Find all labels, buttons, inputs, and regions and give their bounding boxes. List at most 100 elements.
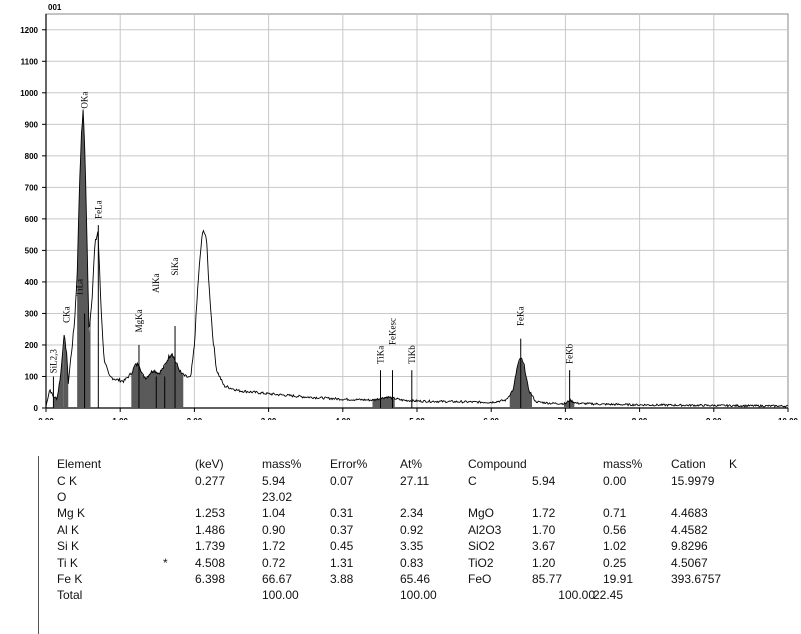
table-cell: 5.94	[262, 473, 286, 488]
table-cell	[330, 489, 400, 505]
table-cell: 0.83	[400, 555, 424, 570]
peak-label: MgKa	[134, 309, 144, 332]
table-cell: 6.398	[195, 571, 226, 586]
table-cell: 2.34	[400, 506, 424, 521]
table-cell	[729, 505, 759, 521]
y-tick-label: 100	[25, 372, 39, 381]
table-cell: 393.6757	[671, 571, 722, 586]
table-cell: TiO2	[468, 555, 494, 570]
y-tick-label: 1200	[20, 26, 38, 35]
table-cell: 100.00	[400, 588, 437, 603]
table-row: Fe K 6.398 66.67 3.88 65.46 FeO 85.77 19.91 393.…	[57, 571, 759, 587]
table-cell: 1.31	[330, 555, 354, 570]
table-cell: 0.45	[330, 539, 354, 554]
x-tick-label: 3.00	[261, 417, 277, 420]
spectrum-line	[45, 109, 789, 408]
table-cell: 23.02	[262, 489, 293, 504]
table-cell: C K	[57, 473, 78, 488]
table-cell	[400, 489, 468, 505]
table-cell: 66.67	[262, 571, 293, 586]
quantitative-results-panel: Element (keV) mass% Error% At% Compound mass% C…	[38, 456, 799, 634]
table-cell	[671, 587, 729, 603]
peak-fill-band	[563, 400, 575, 408]
table-cell: 1.72	[262, 539, 286, 554]
peak-label: CKa	[62, 306, 72, 323]
table-cell	[468, 587, 532, 603]
peak-label: TiLa	[74, 279, 84, 296]
table-cell: 4.4683	[671, 506, 708, 521]
table-cell	[729, 522, 759, 538]
x-tick-label: 10.00	[778, 417, 799, 420]
table-cell: 1.486	[195, 522, 226, 537]
peak-fill-band	[77, 111, 91, 408]
table-header-row: Element (keV) mass% Error% At% Compound mass% C…	[57, 456, 759, 472]
table-cell: 4.508	[195, 555, 226, 570]
y-tick-label: 1000	[20, 89, 38, 98]
table-cell: mass%	[262, 457, 302, 472]
table-cell: 1.20	[532, 555, 556, 570]
table-cell	[729, 554, 759, 570]
table-cell	[532, 456, 603, 472]
y-tick-label: 1100	[21, 57, 39, 66]
table-cell	[163, 538, 195, 554]
table-cell: 0.31	[330, 506, 354, 521]
results-table-body: Element (keV) mass% Error% At% Compound mass% C…	[57, 456, 759, 604]
table-cell: 1.72	[532, 506, 556, 521]
table-cell: 0.00	[603, 473, 627, 488]
table-cell: 0.56	[603, 522, 627, 537]
peak-fill-band	[63, 335, 69, 408]
peak-fill-band	[131, 352, 184, 408]
table-cell	[163, 522, 195, 538]
table-cell	[532, 489, 603, 505]
table-cell: Error%	[330, 457, 368, 472]
y-tick-label: 400	[25, 278, 39, 287]
table-cell	[729, 489, 759, 505]
table-cell: 5.94	[532, 473, 556, 488]
table-cell: 0.71	[603, 506, 627, 521]
table-cell	[163, 505, 195, 521]
table-total-row: Total 100.00 100.00 100.00 22.45	[57, 587, 759, 603]
table-cell	[671, 489, 729, 505]
peak-label: FeKa	[516, 307, 526, 327]
table-cell: Mg K	[57, 506, 86, 521]
table-cell: Al2O3	[468, 522, 502, 537]
table-cell: 9.8296	[671, 539, 708, 554]
table-cell: 1.739	[195, 539, 226, 554]
peak-label: FeKesc	[388, 318, 398, 345]
eds-spectrum-chart: 0.00 1.00 2.00 3.00 4.00 5.00 6.00 7.00 8.00 9.00…	[20, 3, 799, 420]
table-cell: 3.88	[330, 571, 354, 586]
table-cell: Si K	[57, 539, 80, 554]
table-cell: 19.91	[603, 571, 634, 586]
x-tick-label: 5.00	[409, 417, 425, 420]
table-row: Ti K * 4.508 0.72 1.31 0.83 TiO2 1.20 0.25 4.5067	[57, 554, 759, 570]
y-tick-label: 600	[25, 215, 39, 224]
y-tick-label: 900	[25, 120, 39, 129]
table-cell: 85.77	[532, 571, 563, 586]
table-cell	[729, 472, 759, 488]
table-cell: 0.72	[262, 555, 286, 570]
table-cell: Ti K	[57, 555, 78, 570]
x-tick-label: 2.00	[187, 417, 203, 420]
peak-label: FeKb	[565, 343, 575, 363]
peak-label: TiKa	[375, 346, 385, 364]
table-cell: Cation	[671, 457, 706, 472]
table-cell: 0.07	[330, 473, 354, 488]
results-table: Element (keV) mass% Error% At% Compound mass% C…	[57, 456, 759, 604]
table-cell	[163, 489, 195, 505]
table-cell: O	[57, 489, 67, 504]
table-cell: Total	[57, 588, 83, 603]
x-tick-label: 8.00	[632, 417, 648, 420]
table-cell: 100.00	[262, 588, 299, 603]
table-cell: Compound	[468, 457, 527, 472]
peak-label: OKa	[80, 92, 90, 109]
y-tick-label: 0	[34, 404, 39, 413]
peak-label: SiL2,3	[48, 349, 58, 374]
table-cell: MgO	[468, 506, 495, 521]
x-tick-label: 4.00	[335, 417, 351, 420]
table-cell	[729, 538, 759, 554]
y-tick-label: 800	[25, 152, 39, 161]
table-cell	[163, 456, 195, 472]
table-cell: At%	[400, 457, 423, 472]
table-cell	[330, 587, 400, 603]
table-cell: Al K	[57, 522, 80, 537]
